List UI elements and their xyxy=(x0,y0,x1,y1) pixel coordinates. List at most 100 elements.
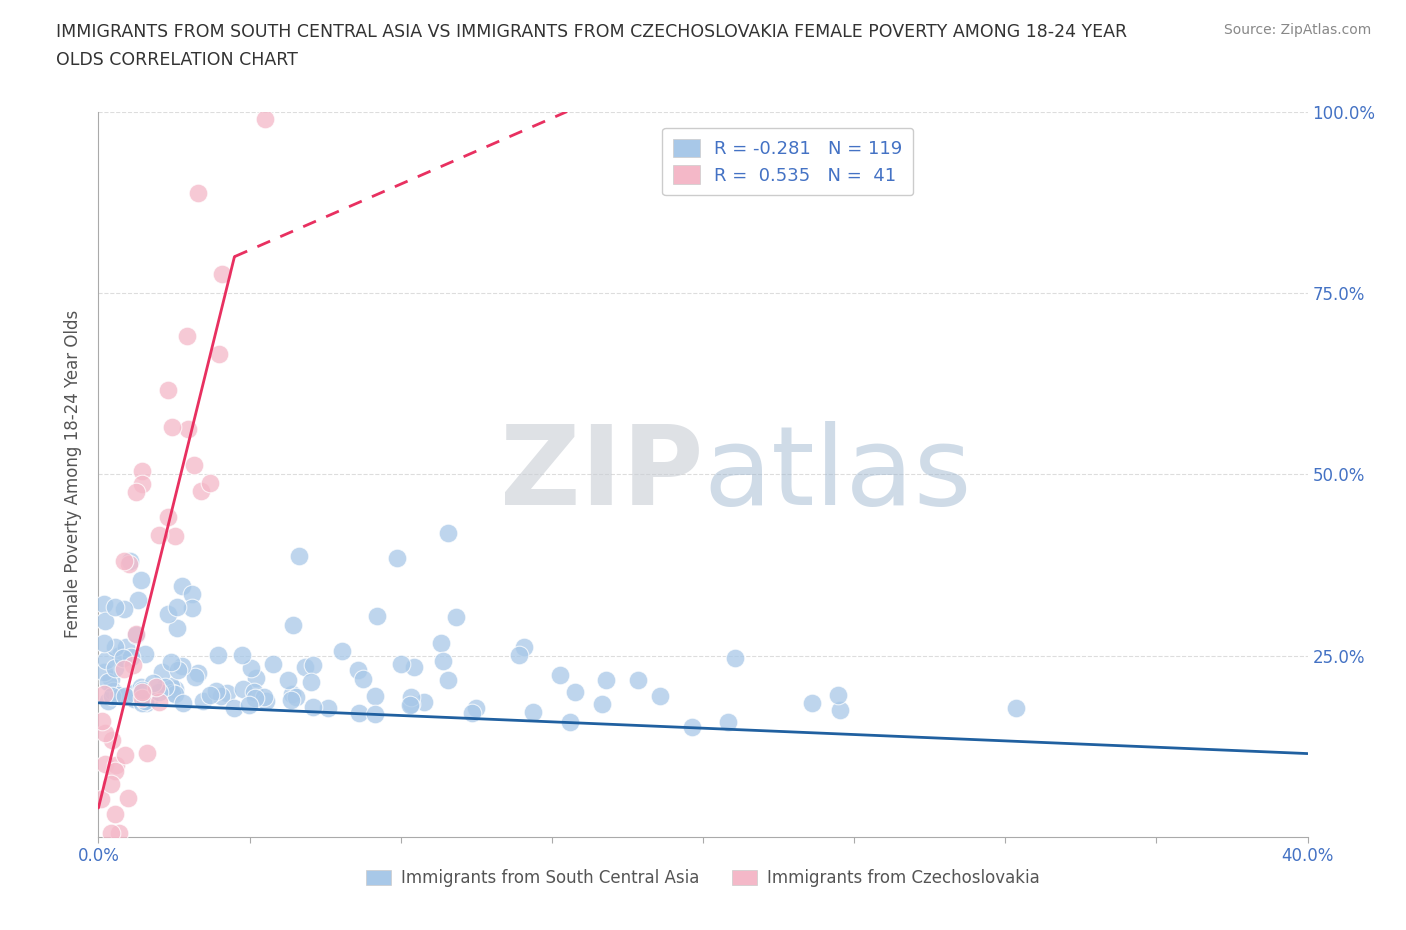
Point xyxy=(165,682,187,697)
Point xyxy=(183,457,205,472)
Point xyxy=(724,650,747,665)
Point xyxy=(125,485,148,499)
Point xyxy=(253,689,276,704)
Point xyxy=(129,679,152,694)
Point xyxy=(120,650,142,665)
Point xyxy=(131,464,153,479)
Y-axis label: Female Poverty Among 18-24 Year Olds: Female Poverty Among 18-24 Year Olds xyxy=(65,311,83,638)
Point xyxy=(118,557,141,572)
Point xyxy=(122,658,145,672)
Point xyxy=(591,697,613,711)
Point xyxy=(191,693,214,708)
Point xyxy=(198,476,221,491)
Point xyxy=(167,662,190,677)
Point xyxy=(294,659,316,674)
Point xyxy=(111,651,134,666)
Point xyxy=(166,620,188,635)
Point xyxy=(131,685,153,700)
Point xyxy=(163,528,186,543)
Point xyxy=(211,266,233,281)
Point xyxy=(104,599,127,614)
Point xyxy=(430,636,453,651)
Point xyxy=(104,640,127,655)
Point xyxy=(180,587,202,602)
Point xyxy=(280,692,302,707)
Point xyxy=(190,484,212,498)
Point xyxy=(330,644,353,658)
Point xyxy=(108,647,131,662)
Point xyxy=(299,675,322,690)
Point xyxy=(100,777,122,791)
Point xyxy=(138,692,160,707)
Point xyxy=(131,683,153,698)
Point xyxy=(90,791,112,806)
Point xyxy=(242,685,264,700)
Point xyxy=(627,673,650,688)
Point xyxy=(302,699,325,714)
Point xyxy=(681,720,703,735)
Text: atlas: atlas xyxy=(703,420,972,528)
Point xyxy=(104,806,127,821)
Point xyxy=(115,640,138,655)
Point xyxy=(176,328,198,343)
Point xyxy=(717,715,740,730)
Point xyxy=(280,687,302,702)
Point xyxy=(401,697,423,711)
Point xyxy=(101,684,124,699)
Point xyxy=(129,573,152,588)
Point xyxy=(170,578,193,593)
Point xyxy=(157,607,180,622)
Point xyxy=(94,756,117,771)
Point xyxy=(105,758,128,773)
Point xyxy=(93,687,115,702)
Point xyxy=(207,346,229,361)
Point xyxy=(101,733,124,748)
Point xyxy=(97,694,120,709)
Point xyxy=(166,599,188,614)
Point xyxy=(93,596,115,611)
Point xyxy=(112,662,135,677)
Point xyxy=(231,647,253,662)
Point xyxy=(165,686,187,701)
Point xyxy=(232,682,254,697)
Point xyxy=(352,671,374,686)
Point xyxy=(301,658,323,672)
Point xyxy=(436,672,458,687)
Point xyxy=(399,690,422,705)
Point xyxy=(800,696,823,711)
Point xyxy=(159,655,181,670)
Point xyxy=(404,659,426,674)
Point xyxy=(156,383,179,398)
Point xyxy=(347,662,370,677)
Point xyxy=(93,665,115,680)
Point xyxy=(238,698,260,712)
Point xyxy=(240,661,263,676)
Point xyxy=(285,689,308,704)
Text: OLDS CORRELATION CHART: OLDS CORRELATION CHART xyxy=(56,51,298,69)
Point xyxy=(125,627,148,642)
Point xyxy=(104,661,127,676)
Point xyxy=(465,700,488,715)
Point xyxy=(287,549,309,564)
Point xyxy=(399,698,422,712)
Point xyxy=(155,680,177,695)
Point xyxy=(177,421,200,436)
Point xyxy=(100,826,122,841)
Point xyxy=(184,670,207,684)
Point xyxy=(134,693,156,708)
Point xyxy=(187,185,209,200)
Point xyxy=(564,684,586,699)
Point xyxy=(560,714,582,729)
Point xyxy=(114,689,136,704)
Point xyxy=(828,703,851,718)
Point xyxy=(385,551,408,565)
Point xyxy=(142,676,165,691)
Point xyxy=(107,826,129,841)
Point xyxy=(243,690,266,705)
Point xyxy=(124,692,146,707)
Point xyxy=(145,679,167,694)
Point xyxy=(134,646,156,661)
Point xyxy=(101,688,124,703)
Point xyxy=(207,647,229,662)
Point xyxy=(150,665,173,680)
